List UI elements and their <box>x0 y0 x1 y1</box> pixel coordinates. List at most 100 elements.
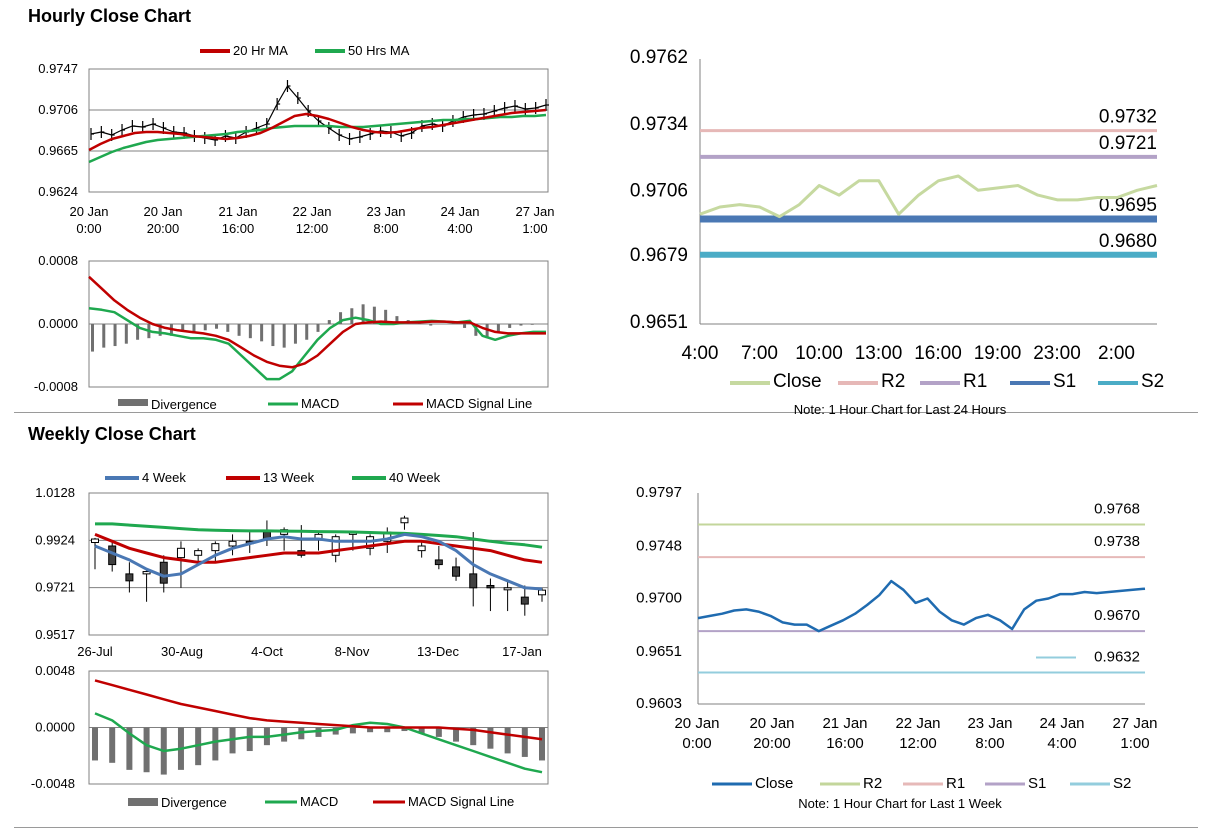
legend-macd: MACD <box>301 396 339 411</box>
pivots2-y-tick-label: 0.9603 <box>636 695 682 712</box>
pivots1-x-tick-label: 19:00 <box>974 343 1022 364</box>
weekly-legend-divergence-swatch <box>128 798 158 806</box>
pivots2-x-tick-time: 12:00 <box>899 735 937 752</box>
hourly-divergence-bar <box>485 324 489 339</box>
hourly-price-x-tick-date: 24 Jan <box>440 204 479 219</box>
weekly-divergence-bar <box>401 727 408 732</box>
pivots1-legend-r2: R2 <box>881 371 905 392</box>
pivots1-close-line <box>699 174 1158 219</box>
weekly-candle-body <box>417 545 426 552</box>
pivots1-r2-label: 0.9732 <box>1099 107 1157 128</box>
weekly-candle-body <box>520 596 529 605</box>
weekly-candle-body <box>503 587 512 591</box>
pivots2-x-tick-time: 20:00 <box>753 735 791 752</box>
weekly-divergence-bar <box>470 727 477 746</box>
pivots1-x-tick-label: 23:00 <box>1033 343 1081 364</box>
pivots2-s2-label: 0.9632 <box>1094 648 1140 665</box>
hourly-divergence-bar <box>226 324 230 332</box>
weekly-signal-line <box>94 679 543 741</box>
pivots1-y-tick-label: 0.9706 <box>630 181 688 202</box>
hourly-divergence-bar <box>463 324 467 328</box>
hourly-price-x-tick-time: 12:00 <box>296 221 329 236</box>
pivots2-legend-s1: S1 <box>1028 775 1046 792</box>
hourly-divergence-bar <box>305 324 309 340</box>
pivots2-x-tick-time: 1:00 <box>1120 735 1149 752</box>
hourly-price-x-tick-time: 0:00 <box>76 221 101 236</box>
pivots1-note: Note: 1 Hour Chart for Last 24 Hours <box>794 402 1007 417</box>
hourly-price-x-tick-date: 20 Jan <box>69 204 108 219</box>
weekly-price-x-tick-label: 17-Jan <box>502 644 542 659</box>
weekly-divergence-bar <box>92 727 98 761</box>
hourly-price-x-tick-date: 27 Jan <box>515 204 554 219</box>
hourly-divergence-bar <box>429 324 433 326</box>
hourly-section-title: Hourly Close Chart <box>28 6 192 26</box>
weekly-price-x-tick-label: 4-Oct <box>251 644 283 659</box>
hourly-price-y-tick-label: 0.9624 <box>38 184 78 199</box>
pivots1-legend-s1: S1 <box>1053 371 1076 392</box>
pivots2-x-tick-date: 23 Jan <box>967 715 1012 732</box>
hourly-50hr-ma-line <box>88 113 547 164</box>
pivots2-note: Note: 1 Hour Chart for Last 1 Week <box>798 796 1002 811</box>
weekly-divergence-bar <box>418 727 425 734</box>
hourly-macd-y-tick-label: 0.0000 <box>38 316 78 331</box>
hourly-divergence-bar <box>508 324 512 328</box>
pivots2-x-tick-date: 20 Jan <box>674 715 719 732</box>
weekly-section-title: Weekly Close Chart <box>28 424 196 444</box>
hourly-price-x-tick-time: 20:00 <box>147 221 180 236</box>
weekly-candle-body <box>176 547 185 559</box>
pivots2-legend-s2: S2 <box>1113 775 1131 792</box>
hourly-price-y-tick-label: 0.9665 <box>38 143 78 158</box>
weekly-divergence-bar <box>487 727 494 749</box>
hourly-divergence-bar <box>372 306 376 324</box>
weekly-macd-y-tick-label: 0.0000 <box>35 720 75 735</box>
weekly-divergence-bar <box>349 727 356 734</box>
pivots1-x-tick-label: 16:00 <box>914 343 962 364</box>
weekly-candle-body <box>91 538 99 544</box>
pivots1-y-tick-label: 0.9734 <box>630 114 689 135</box>
pivots2-x-tick-time: 0:00 <box>682 735 711 752</box>
legend-50hr-ma: 50 Hrs MA <box>348 43 410 58</box>
hourly-divergence-bar <box>327 320 331 324</box>
pivots2-x-tick-date: 21 Jan <box>822 715 867 732</box>
legend-divergence: Divergence <box>151 397 217 412</box>
hourly-divergence-bar <box>215 324 219 329</box>
pivots2-x-tick-time: 8:00 <box>975 735 1004 752</box>
weekly-divergence-bar <box>246 727 253 752</box>
pivots2-x-tick-date: 20 Jan <box>749 715 794 732</box>
weekly-divergence-bar <box>143 727 150 773</box>
pivots1-x-tick-label: 13:00 <box>855 343 903 364</box>
hourly-macd-line <box>88 307 546 381</box>
weekly-divergence-bar <box>384 727 391 733</box>
weekly-divergence-bar <box>435 727 442 737</box>
weekly-divergence-bar <box>521 727 528 757</box>
weekly-macd-y-tick-label: -0.0048 <box>31 776 75 791</box>
weekly-legend-signal: MACD Signal Line <box>408 794 514 809</box>
pivots1-x-tick-label: 7:00 <box>741 343 778 364</box>
hourly-divergence-bar <box>350 308 354 324</box>
pivots1-r1-label: 0.9721 <box>1099 133 1157 154</box>
legend-13-week: 13 Week <box>263 470 315 485</box>
weekly-macd-y-tick-label: 0.0048 <box>35 663 75 678</box>
pivots2-r1-label: 0.9738 <box>1094 533 1140 550</box>
pivots2-s1-label: 0.9670 <box>1094 607 1140 624</box>
weekly-candle-body <box>142 571 151 575</box>
pivots1-y-tick-label: 0.9679 <box>630 245 688 266</box>
weekly-candle-body <box>400 517 409 524</box>
legend-4-week: 4 Week <box>142 470 186 485</box>
hourly-divergence-bar <box>192 324 196 334</box>
weekly-candle-body <box>469 573 478 589</box>
hourly-divergence-bar <box>91 324 94 352</box>
pivots2-legend-r1: R1 <box>946 775 965 792</box>
hourly-divergence-bar <box>158 324 162 336</box>
hourly-divergence-bar <box>203 324 207 331</box>
weekly-candle-body <box>228 540 237 547</box>
pivots2-y-tick-label: 0.9651 <box>636 643 682 660</box>
pivots1-y-tick-label: 0.9651 <box>630 312 688 333</box>
pivots1-legend-close: Close <box>773 371 822 392</box>
hourly-divergence-bar <box>260 324 264 342</box>
pivots2-legend-r2: R2 <box>863 775 882 792</box>
hourly-price-x-tick-time: 8:00 <box>373 221 398 236</box>
pivots2-x-tick-time: 4:00 <box>1047 735 1076 752</box>
hourly-divergence-bar <box>136 324 140 340</box>
